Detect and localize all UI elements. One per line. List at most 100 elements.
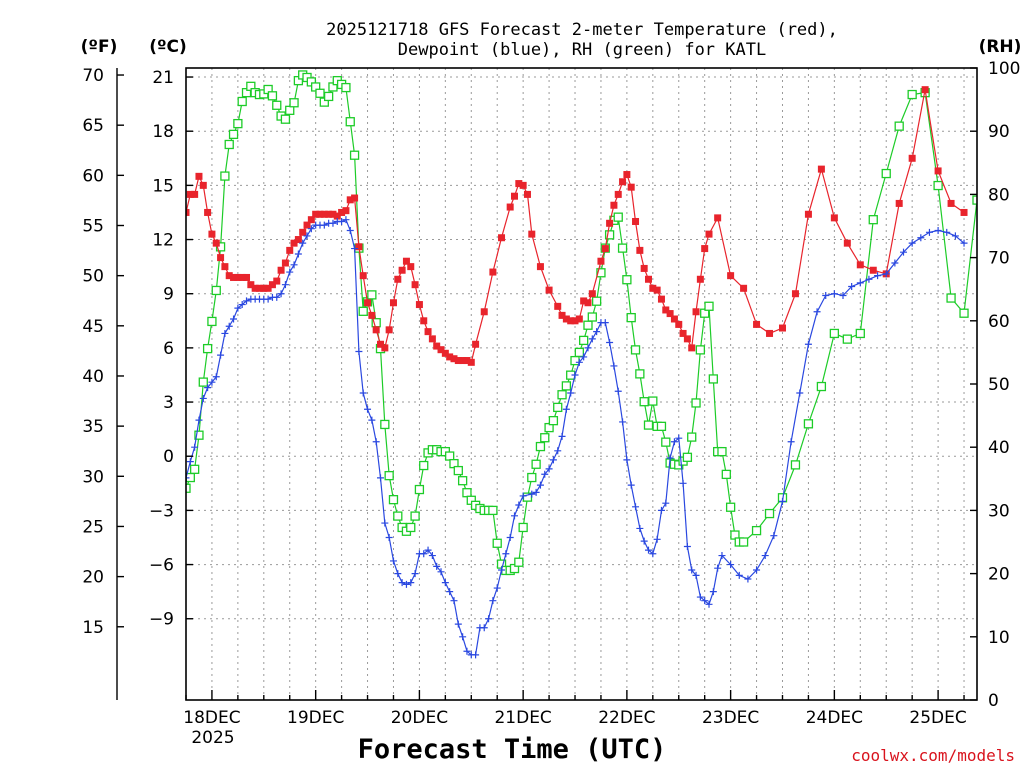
dewpoint-point bbox=[753, 566, 761, 574]
temperature-point bbox=[294, 236, 302, 244]
relative-humidity-point bbox=[267, 91, 278, 101]
relative-humidity-point bbox=[492, 538, 502, 548]
temperature-point bbox=[791, 290, 799, 298]
dewpoint-point bbox=[614, 387, 622, 395]
relative-humidity-point bbox=[643, 420, 654, 430]
temperature-point bbox=[519, 181, 527, 189]
fahrenheit-tick-label: 50 bbox=[82, 267, 104, 287]
relative-humidity-point bbox=[946, 293, 956, 303]
dewpoint-point bbox=[874, 272, 882, 280]
temperature-point bbox=[364, 299, 372, 307]
relative-humidity-point bbox=[189, 464, 200, 474]
dewpoint-line bbox=[186, 218, 965, 656]
rh-tick-label: 50 bbox=[988, 375, 1010, 395]
dewpoint-point bbox=[364, 405, 372, 413]
dewpoint-point bbox=[519, 492, 527, 500]
relative-humidity-point bbox=[224, 139, 234, 150]
temperature-point bbox=[545, 286, 553, 294]
relative-humidity-point bbox=[207, 316, 217, 327]
relative-humidity-point bbox=[613, 212, 623, 222]
dewpoint-point bbox=[580, 353, 588, 361]
temperature-point bbox=[238, 273, 246, 281]
dewpoint-point bbox=[839, 292, 847, 300]
relative-humidity-point bbox=[639, 397, 649, 407]
fahrenheit-tick-label: 60 bbox=[82, 166, 104, 186]
fahrenheit-tick-label: 20 bbox=[82, 568, 104, 588]
dewpoint-point bbox=[619, 418, 627, 426]
temperature-point bbox=[558, 311, 566, 319]
temperature-point bbox=[359, 272, 367, 280]
fahrenheit-tick-label: 70 bbox=[82, 66, 104, 86]
relative-humidity-point bbox=[202, 343, 213, 354]
dewpoint-point bbox=[856, 279, 864, 287]
dewpoint-point bbox=[830, 290, 838, 298]
temperature-point bbox=[377, 340, 385, 348]
relative-humidity-point bbox=[648, 396, 658, 406]
temperature-point bbox=[260, 284, 268, 292]
temperature-point bbox=[217, 254, 225, 262]
dewpoint-point bbox=[506, 533, 514, 541]
relative-humidity-point bbox=[704, 301, 714, 311]
dewpoint-point bbox=[420, 550, 428, 558]
dewpoint-point bbox=[601, 319, 609, 327]
relative-humidity-point bbox=[349, 150, 360, 160]
temperature-point bbox=[554, 302, 562, 310]
dewpoint-point bbox=[536, 481, 544, 489]
dewpoint-point bbox=[804, 340, 812, 348]
dewpoint-point bbox=[567, 389, 575, 397]
temperature-point bbox=[299, 228, 307, 236]
temperature-point bbox=[511, 192, 519, 200]
dewpoint-point bbox=[943, 228, 951, 236]
dewpoint-point bbox=[606, 338, 614, 346]
dewpoint-point bbox=[623, 456, 631, 464]
relative-humidity-point bbox=[285, 105, 295, 115]
celsius-tick-label: −9 bbox=[149, 610, 174, 630]
x-start-year-label: 2025 bbox=[191, 728, 234, 748]
relative-humidity-point bbox=[553, 402, 563, 413]
relative-humidity-point bbox=[527, 472, 537, 483]
dewpoint-point bbox=[960, 239, 968, 247]
dewpoint-point bbox=[428, 552, 436, 560]
relative-humidity-point bbox=[367, 290, 377, 300]
dewpoint-point bbox=[709, 588, 717, 596]
relative-humidity-point bbox=[315, 88, 325, 98]
celsius-tick-label: 6 bbox=[163, 339, 174, 359]
dewpoint-point bbox=[675, 434, 683, 442]
temperature-point bbox=[895, 199, 903, 207]
dewpoint-point bbox=[714, 564, 722, 572]
relative-humidity-point bbox=[561, 381, 572, 391]
dewpoint-point bbox=[744, 575, 752, 583]
temperature-point bbox=[498, 234, 506, 242]
relative-humidity-point bbox=[557, 390, 567, 400]
chart-title-line2: Dewpoint (blue), RH (green) for KATL bbox=[398, 40, 766, 60]
temperature-point bbox=[281, 259, 289, 267]
dewpoint-point bbox=[770, 532, 778, 540]
temperature-point bbox=[407, 263, 415, 271]
rh-unit-label: (RH) bbox=[979, 37, 1022, 57]
temperature-point bbox=[472, 340, 480, 348]
dewpoint-point bbox=[908, 239, 916, 247]
temperature-point bbox=[286, 246, 294, 254]
temperature-point bbox=[657, 295, 665, 303]
relative-humidity-point bbox=[682, 452, 693, 462]
dewpoint-point bbox=[822, 292, 830, 300]
dewpoint-point bbox=[657, 506, 665, 514]
dewpoint-point bbox=[485, 615, 493, 623]
dewpoint-point bbox=[217, 351, 225, 359]
fahrenheit-tick-label: 30 bbox=[82, 467, 104, 487]
x-tick-label: 24DEC bbox=[806, 708, 863, 728]
temperature-point bbox=[692, 308, 700, 316]
temperature-point bbox=[268, 281, 276, 289]
dewpoint-point bbox=[346, 227, 354, 235]
relative-humidity-point bbox=[341, 82, 351, 93]
dewpoint-point bbox=[238, 301, 246, 309]
temperature-point bbox=[908, 154, 916, 162]
dewpoint-point bbox=[718, 552, 726, 560]
relative-humidity-point bbox=[323, 91, 334, 102]
temperature-point bbox=[277, 266, 285, 274]
dewpoint-point bbox=[277, 290, 285, 298]
relative-humidity-point bbox=[596, 268, 606, 278]
temperature-point bbox=[415, 301, 423, 309]
relative-humidity-point bbox=[198, 377, 208, 387]
